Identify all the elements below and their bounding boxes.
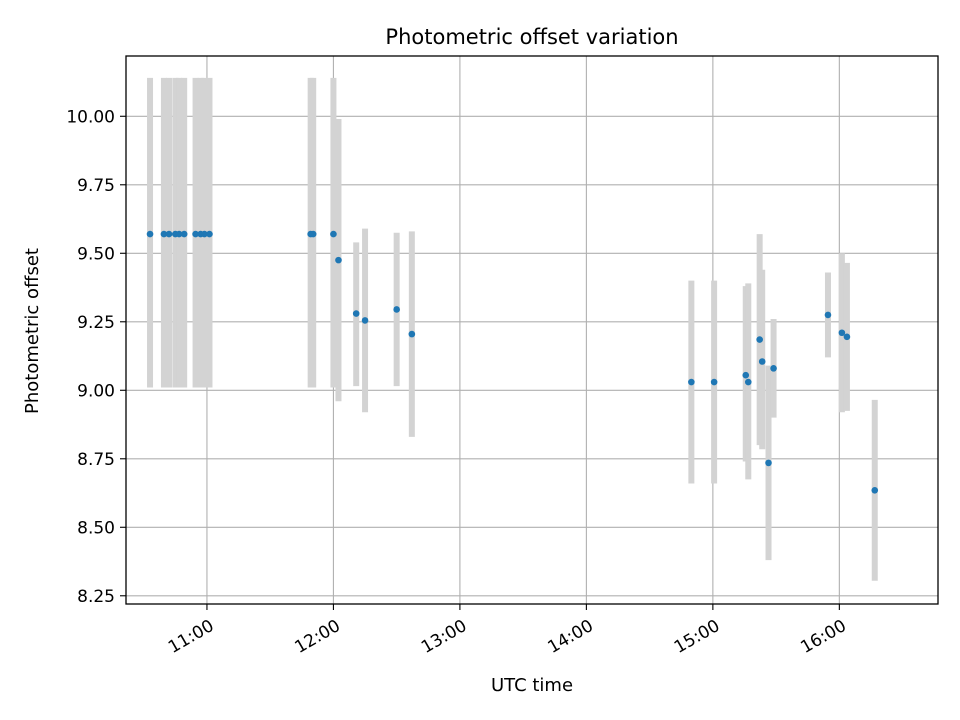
x-tick-label: 15:00 bbox=[671, 616, 723, 658]
data-point bbox=[770, 365, 777, 372]
data-point bbox=[393, 306, 400, 313]
x-tick-label: 12:00 bbox=[291, 616, 343, 658]
x-axis-title: UTC time bbox=[491, 675, 573, 696]
chart-title: Photometric offset variation bbox=[385, 25, 678, 49]
grid-lines bbox=[126, 56, 938, 604]
data-point bbox=[165, 230, 173, 238]
y-tick-label: 9.00 bbox=[77, 381, 115, 401]
y-axis-title: Photometric offset bbox=[22, 248, 43, 414]
y-tick-label: 9.25 bbox=[77, 313, 115, 333]
data-point bbox=[330, 230, 337, 238]
data-point bbox=[744, 378, 752, 386]
data-point bbox=[758, 358, 766, 365]
x-tick-label: 16:00 bbox=[797, 616, 849, 658]
y-tick-label: 8.50 bbox=[77, 518, 115, 538]
data-point bbox=[160, 230, 168, 238]
data-point bbox=[335, 256, 342, 264]
data-point bbox=[309, 230, 317, 238]
data-point bbox=[408, 330, 416, 338]
x-tick-label: 14:00 bbox=[544, 616, 596, 658]
data-point bbox=[710, 378, 718, 386]
data-point bbox=[756, 336, 763, 343]
x-tick-label: 13:00 bbox=[418, 616, 470, 658]
data-point bbox=[688, 378, 695, 386]
y-tick-label: 9.75 bbox=[77, 176, 115, 196]
x-tick-label: 11:00 bbox=[165, 616, 217, 658]
y-tick-label: 9.50 bbox=[77, 244, 115, 264]
data-point bbox=[824, 311, 832, 319]
x-axis-ticks: 11:00 12:00 13:00 14:00 15:00 16:00 bbox=[165, 604, 850, 658]
plot-area-frame bbox=[125, 55, 939, 605]
data-point bbox=[843, 333, 851, 341]
data-point bbox=[206, 230, 213, 238]
error-bars bbox=[147, 77, 878, 581]
y-tick-label: 8.75 bbox=[77, 450, 115, 470]
data-point bbox=[192, 230, 199, 238]
data-point bbox=[361, 317, 369, 324]
data-point bbox=[146, 230, 154, 238]
y-tick-label: 10.00 bbox=[66, 107, 115, 127]
data-point bbox=[871, 486, 879, 494]
data-point bbox=[201, 230, 208, 238]
data-points bbox=[146, 230, 879, 494]
data-point bbox=[838, 329, 846, 337]
data-point bbox=[765, 459, 772, 467]
data-point bbox=[175, 230, 183, 238]
y-axis-ticks: 8.25 8.50 8.75 9.00 9.25 9.50 9.75 10.00 bbox=[66, 107, 126, 607]
data-point bbox=[180, 230, 188, 238]
data-point bbox=[352, 310, 360, 317]
y-tick-label: 8.25 bbox=[77, 587, 115, 607]
data-point bbox=[742, 371, 750, 379]
